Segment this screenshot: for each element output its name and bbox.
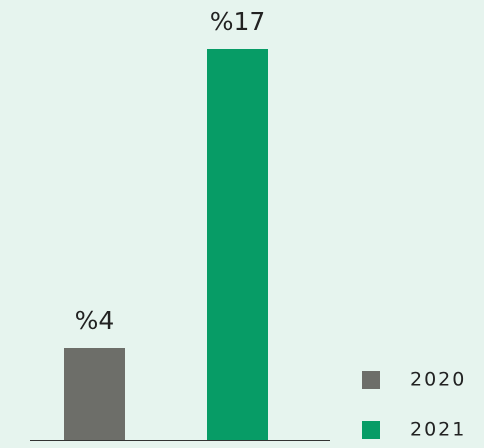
legend-label: 2021 xyxy=(410,419,466,441)
legend-swatch xyxy=(362,371,380,389)
value-label: %4 xyxy=(75,306,115,335)
legend-swatch xyxy=(362,421,380,439)
legend-label: 2020 xyxy=(410,369,466,391)
bar xyxy=(64,348,125,440)
bar xyxy=(207,49,268,440)
value-label: %17 xyxy=(210,7,266,36)
